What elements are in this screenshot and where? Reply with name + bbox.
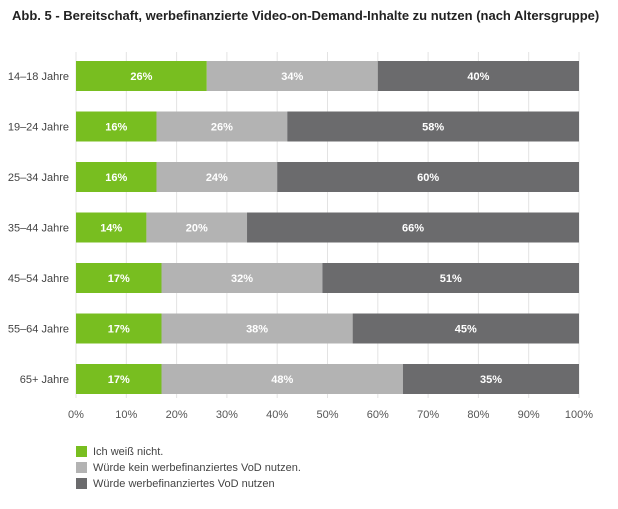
data-label: 32%: [231, 273, 253, 285]
data-label: 51%: [440, 273, 462, 285]
x-tick-label: 20%: [166, 409, 188, 421]
bar-segment: [247, 212, 579, 243]
x-tick-label: 50%: [316, 409, 338, 421]
data-label: 16%: [105, 172, 127, 184]
data-label: 45%: [455, 324, 477, 336]
chart-legend: Ich weiß nicht. Würde kein werbefinanzier…: [76, 444, 301, 492]
category-label: 45–54 Jahre: [8, 273, 69, 285]
data-label: 26%: [211, 122, 233, 134]
bar-segment: [76, 111, 157, 142]
data-label: 40%: [467, 71, 489, 83]
x-tick-label: 90%: [518, 409, 540, 421]
data-label: 17%: [108, 324, 130, 336]
bar-segment: [76, 61, 207, 91]
x-tick-label: 70%: [417, 409, 439, 421]
data-label: 17%: [108, 374, 130, 386]
bar-segment: [377, 61, 579, 91]
x-tick-label: 40%: [266, 409, 288, 421]
bar-segment: [76, 364, 162, 394]
category-label: 55–64 Jahre: [8, 324, 69, 336]
data-label: 38%: [246, 324, 268, 336]
bar-segment: [146, 212, 248, 243]
legend-item: Ich weiß nicht.: [76, 444, 301, 459]
data-label: 60%: [417, 172, 439, 184]
x-tick-label: 60%: [367, 409, 389, 421]
stacked-bar-chart: 0% 10% 20% 30% 40% 50% 60% 70% 80% 90% 100% 14–18 J…: [8, 52, 593, 421]
legend-swatch: [76, 478, 87, 489]
bar-segment: [161, 313, 353, 344]
legend-swatch: [76, 462, 87, 473]
bar-segment: [76, 162, 157, 192]
bar-segment: [76, 263, 162, 293]
category-label: 25–34 Jahre: [8, 172, 69, 184]
x-tick-label: 10%: [115, 409, 137, 421]
data-label: 16%: [105, 122, 127, 134]
legend-item: Würde kein werbefinanziertes VoD nutzen.: [76, 460, 301, 475]
x-tick-label: 80%: [467, 409, 489, 421]
x-tick-label: 0%: [68, 409, 84, 421]
category-label: 19–24 Jahre: [8, 122, 69, 134]
bar-segment: [402, 364, 579, 394]
legend-label: Würde kein werbefinanziertes VoD nutzen.: [93, 461, 301, 474]
bar-segment: [352, 313, 579, 344]
bar-segment: [161, 364, 403, 394]
bar-segment: [161, 263, 323, 293]
bar-segment: [322, 263, 579, 293]
data-label: 48%: [271, 374, 293, 386]
bar-segment: [76, 212, 147, 243]
bar-segment: [156, 162, 278, 192]
legend-label: Ich weiß nicht.: [93, 445, 164, 458]
legend-item: Würde werbefinanziertes VoD nutzen: [76, 476, 301, 491]
x-tick-label: 100%: [565, 409, 593, 421]
chart-title: Abb. 5 - Bereitschaft, werbefinanzierte …: [12, 8, 600, 23]
x-tick-label: 30%: [216, 409, 238, 421]
bar-segment: [156, 111, 288, 142]
data-label: 17%: [108, 273, 130, 285]
data-label: 26%: [130, 71, 152, 83]
data-label: 14%: [100, 223, 122, 235]
bar-segment: [206, 61, 378, 91]
data-label: 34%: [281, 71, 303, 83]
data-label: 20%: [186, 223, 208, 235]
bar-segment: [277, 162, 579, 192]
data-label: 35%: [480, 374, 502, 386]
category-label: 65+ Jahre: [20, 374, 69, 386]
bar-segment: [287, 111, 579, 142]
data-label: 24%: [206, 172, 228, 184]
category-label: 35–44 Jahre: [8, 223, 69, 235]
legend-swatch: [76, 446, 87, 457]
category-label: 14–18 Jahre: [8, 71, 69, 83]
legend-label: Würde werbefinanziertes VoD nutzen: [93, 477, 275, 490]
bar-segment: [76, 313, 162, 344]
data-label: 66%: [402, 223, 424, 235]
data-label: 58%: [422, 122, 444, 134]
